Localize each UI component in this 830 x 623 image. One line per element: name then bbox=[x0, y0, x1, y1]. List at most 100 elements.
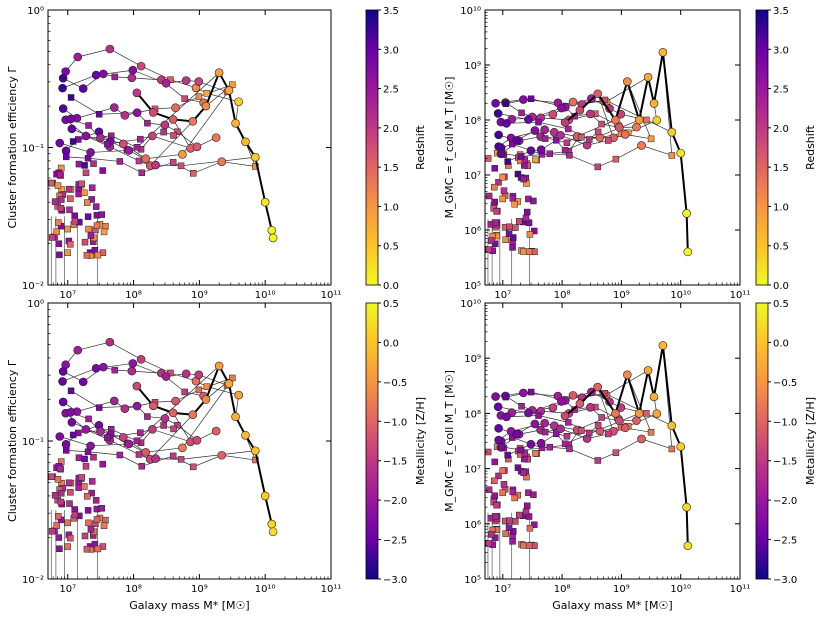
scatter-point bbox=[58, 377, 67, 386]
colorbar bbox=[365, 9, 379, 286]
scatter-square bbox=[491, 165, 498, 172]
main-track-point bbox=[168, 408, 178, 418]
scatter-point bbox=[556, 131, 565, 140]
scatter-square bbox=[69, 138, 77, 145]
main-track-point bbox=[658, 341, 668, 350]
scatter-square bbox=[535, 412, 542, 419]
scatter-point bbox=[67, 124, 77, 134]
scatter-square bbox=[491, 183, 498, 191]
connector-line bbox=[149, 121, 194, 166]
colorbar-tick-label: 0.5 bbox=[383, 242, 399, 253]
scatter-square bbox=[65, 185, 73, 193]
y-tick-label: 10¹⁰ bbox=[460, 299, 481, 310]
scatter-square bbox=[181, 388, 188, 396]
scatter-point bbox=[161, 78, 171, 88]
main-track-point bbox=[649, 99, 659, 108]
y-tick-label: 10⁵ bbox=[464, 575, 481, 586]
scatter-square bbox=[515, 511, 523, 519]
scatter-square bbox=[502, 393, 510, 401]
scatter-square bbox=[51, 198, 59, 205]
plot-area bbox=[485, 48, 693, 285]
scatter-square bbox=[56, 171, 64, 178]
scatter-square bbox=[83, 493, 91, 500]
scatter-point bbox=[652, 115, 662, 125]
scatter-square bbox=[99, 460, 106, 468]
scatter-square bbox=[521, 156, 529, 164]
scatter-square bbox=[526, 231, 534, 238]
scatter-square bbox=[492, 219, 500, 226]
scatter-square bbox=[48, 179, 55, 187]
scatter-point bbox=[494, 130, 503, 140]
main-track-point bbox=[251, 446, 260, 456]
scatter-square bbox=[85, 225, 92, 233]
scatter-square bbox=[57, 498, 65, 506]
scatter-square bbox=[63, 153, 70, 161]
scatter-point bbox=[109, 103, 119, 112]
scatter-square bbox=[594, 128, 602, 136]
y-tick-label: 10⁶ bbox=[464, 226, 481, 237]
scatter-point bbox=[86, 148, 95, 157]
scatter-point bbox=[151, 454, 160, 463]
scatter-square bbox=[564, 125, 572, 133]
x-axis-label: Galaxy mass M* [M☉] bbox=[129, 599, 249, 612]
scatter-square bbox=[520, 248, 527, 255]
scatter-square bbox=[54, 476, 62, 483]
scatter-point bbox=[58, 104, 68, 113]
main-track-point bbox=[643, 72, 653, 82]
scatter-square bbox=[170, 132, 177, 139]
scatter-square bbox=[518, 402, 525, 410]
main-track-point bbox=[667, 127, 677, 137]
scatter-square bbox=[531, 227, 538, 235]
scatter-square bbox=[92, 203, 100, 210]
main-track-point bbox=[560, 118, 570, 127]
scatter-square bbox=[563, 139, 571, 147]
scatter-square bbox=[647, 135, 655, 143]
scatter-point bbox=[620, 130, 630, 139]
main-track-point bbox=[149, 108, 158, 117]
scatter-square bbox=[518, 109, 525, 117]
scatter-point bbox=[568, 391, 578, 400]
scatter-square bbox=[509, 528, 517, 535]
y-tick-label: 10⁸ bbox=[464, 116, 481, 127]
x-tick-label: 10¹⁰ bbox=[670, 290, 691, 301]
scatter-square bbox=[174, 421, 181, 429]
scatter-square bbox=[511, 494, 518, 502]
scatter-square bbox=[92, 497, 100, 504]
scatter-point bbox=[99, 69, 108, 79]
main-track-point bbox=[231, 412, 240, 421]
scatter-point bbox=[105, 337, 115, 347]
scatter-point bbox=[171, 396, 180, 406]
scatter-point bbox=[491, 98, 500, 108]
scatter-point bbox=[512, 136, 522, 145]
scatter-square bbox=[612, 155, 620, 163]
scatter-square bbox=[102, 516, 109, 524]
colorbar-tick-label: 0.5 bbox=[383, 299, 399, 310]
scatter-point bbox=[81, 425, 91, 434]
y-tick-label: 10⁹ bbox=[464, 61, 481, 72]
scatter-square bbox=[160, 422, 167, 429]
colorbar-tick-label: −2.5 bbox=[773, 536, 797, 547]
scatter-square bbox=[53, 228, 60, 236]
colorbar-tick-label: −3.0 bbox=[383, 575, 407, 586]
scatter-square bbox=[90, 453, 97, 461]
connector-line bbox=[597, 93, 614, 138]
scatter-point bbox=[105, 44, 115, 54]
x-tick-label: 10⁷ bbox=[59, 584, 76, 595]
scatter-square bbox=[509, 194, 517, 202]
main-track-point bbox=[623, 77, 632, 86]
scatter-square bbox=[48, 234, 56, 241]
connector-line bbox=[182, 383, 230, 449]
scatter-square bbox=[492, 513, 500, 520]
y-tick-label: 10⁰ bbox=[27, 299, 44, 310]
scatter-point bbox=[148, 131, 157, 141]
scatter-square bbox=[190, 170, 197, 177]
scatter-square bbox=[485, 246, 492, 253]
scatter-point bbox=[494, 424, 503, 433]
x-tick-label: 10⁷ bbox=[494, 290, 511, 301]
scatter-square bbox=[71, 511, 79, 519]
scatter-square bbox=[522, 214, 530, 222]
scatter-square bbox=[499, 195, 506, 203]
main-track-point bbox=[623, 370, 632, 380]
scatter-square bbox=[53, 522, 60, 529]
scatter-square bbox=[532, 450, 539, 457]
